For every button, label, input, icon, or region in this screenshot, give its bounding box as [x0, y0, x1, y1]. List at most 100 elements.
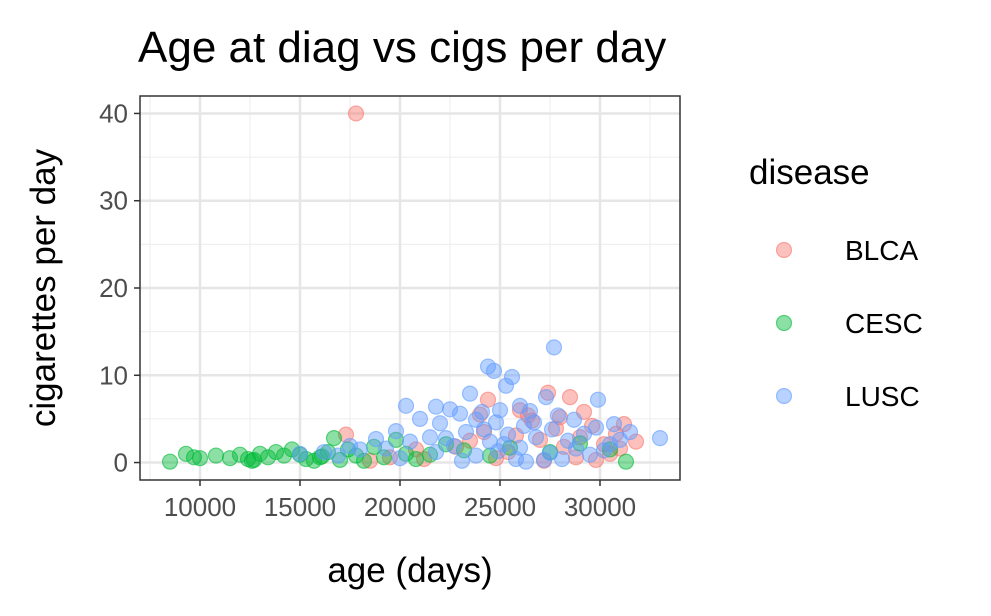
data-point: [207, 447, 225, 464]
data-point: [421, 429, 439, 446]
data-point: [621, 423, 639, 441]
x-axis: 10000 15000 20000 25000 30000: [164, 480, 636, 522]
legend-label-blca: BLCA: [845, 235, 918, 266]
data-point: [503, 368, 521, 386]
y-axis-title: cigarettes per day: [24, 148, 63, 427]
y-tick-label: 10: [99, 360, 128, 390]
data-point: [461, 385, 479, 402]
data-point: [489, 443, 507, 460]
data-point: [461, 432, 479, 449]
data-point: [485, 362, 503, 380]
data-point: [545, 339, 563, 356]
data-point: [283, 441, 301, 458]
data-point: [601, 436, 619, 453]
data-points: [161, 105, 669, 470]
series-blca: [337, 105, 645, 469]
data-point: [341, 437, 359, 455]
y-tick-label: 30: [99, 186, 128, 216]
data-point: [565, 411, 583, 428]
legend-label-cesc: CESC: [845, 308, 923, 339]
data-point: [427, 398, 445, 415]
data-point: [497, 377, 515, 394]
data-point: [527, 429, 545, 446]
data-point: [537, 388, 555, 406]
data-point: [437, 430, 455, 447]
data-point: [315, 443, 333, 461]
data-point: [487, 414, 505, 431]
legend-label-lusc: LUSC: [845, 381, 920, 412]
data-point: [161, 453, 179, 470]
data-point: [411, 410, 429, 428]
data-point: [267, 443, 285, 461]
y-tick-label: 20: [99, 273, 128, 303]
data-point: [397, 397, 415, 414]
data-point: [561, 388, 579, 406]
y-tick-label: 40: [99, 98, 128, 128]
data-point: [511, 397, 529, 414]
data-point: [325, 430, 343, 447]
data-point: [467, 447, 485, 464]
legend: disease BLCA CESC LUSC: [749, 153, 923, 412]
data-point: [627, 433, 645, 450]
y-axis: 0 10 20 30 40: [99, 98, 140, 478]
data-point: [543, 421, 561, 438]
y-tick-label: 0: [114, 448, 128, 478]
data-point: [507, 450, 525, 468]
data-point: [481, 447, 499, 464]
data-point: [491, 402, 509, 419]
x-tick-label: 15000: [264, 492, 336, 522]
data-point: [347, 105, 365, 122]
data-point: [553, 450, 571, 468]
data-point: [377, 440, 395, 457]
grid-lines: [140, 96, 680, 480]
data-point: [275, 447, 293, 464]
data-point: [329, 447, 347, 464]
chart-title: Age at diag vs cigs per day: [138, 23, 666, 72]
data-point: [549, 407, 567, 424]
data-point: [221, 450, 239, 467]
data-point: [451, 405, 469, 422]
data-point: [605, 416, 623, 433]
data-point: [391, 450, 409, 467]
data-point: [475, 421, 493, 438]
x-tick-label: 25000: [464, 492, 536, 522]
data-point: [243, 452, 261, 469]
data-point: [367, 430, 385, 448]
series-lusc: [291, 339, 669, 470]
data-point: [601, 441, 619, 458]
data-point: [587, 419, 605, 436]
data-point: [407, 450, 425, 468]
data-point: [319, 443, 337, 461]
legend-title: disease: [749, 153, 870, 192]
x-tick-label: 10000: [164, 492, 236, 522]
data-point: [499, 426, 517, 443]
data-point: [581, 446, 599, 463]
data-point: [453, 452, 471, 469]
data-point: [515, 417, 533, 434]
data-point: [441, 401, 459, 418]
data-point: [401, 433, 419, 450]
data-point: [535, 451, 553, 469]
data-point: [351, 441, 369, 458]
legend-key-blca: [775, 241, 793, 259]
data-point: [457, 423, 475, 441]
data-point: [589, 391, 607, 408]
data-point: [431, 415, 449, 432]
data-point: [617, 453, 635, 470]
x-tick-label: 20000: [364, 492, 436, 522]
data-point: [427, 443, 445, 461]
data-point: [567, 440, 585, 457]
plot-area: [139, 95, 681, 481]
legend-key-lusc: [775, 387, 793, 405]
legend-key-cesc: [775, 314, 793, 332]
data-point: [259, 449, 277, 466]
data-point: [517, 453, 535, 470]
data-point: [185, 449, 203, 466]
data-point: [191, 450, 209, 467]
x-tick-label: 30000: [564, 492, 636, 522]
data-point: [387, 423, 405, 440]
data-point: [291, 445, 309, 462]
x-axis-title: age (days): [327, 551, 492, 590]
data-point: [525, 414, 543, 431]
